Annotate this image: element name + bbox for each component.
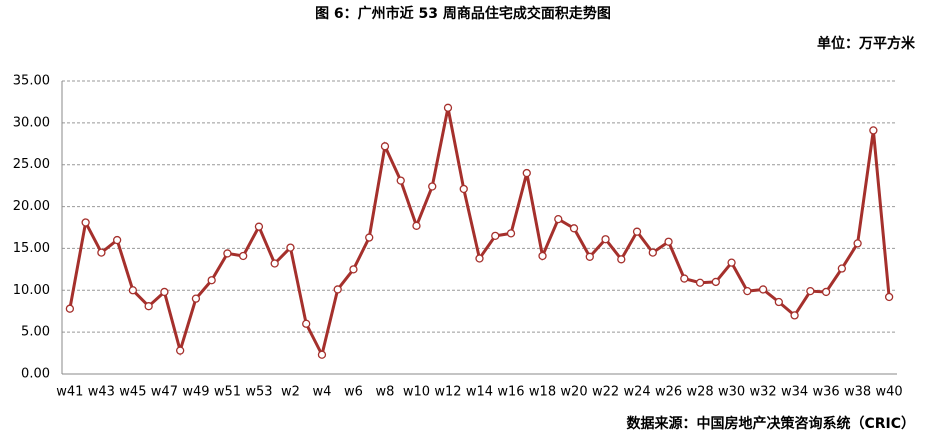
y-tick-label: 35.00: [13, 74, 50, 89]
data-point: [239, 251, 248, 261]
data-point: [837, 264, 847, 273]
data-point: [270, 259, 279, 268]
data-point: [506, 229, 516, 238]
data-point: [790, 311, 799, 320]
data-point: [632, 227, 642, 236]
data-point: [806, 286, 815, 296]
x-tick-label: w36: [813, 385, 840, 400]
data-point: [317, 350, 327, 359]
data-point: [428, 182, 437, 191]
data-point: [286, 243, 295, 252]
y-tick-label: 5.00: [21, 325, 50, 340]
x-tick-label: w40: [876, 385, 903, 400]
x-tick-label: w26: [655, 385, 682, 400]
x-tick-label: w49: [182, 385, 209, 400]
y-tick-label: 30.00: [13, 115, 50, 130]
data-point: [459, 184, 468, 194]
x-tick-label: w20: [560, 385, 587, 400]
data-point: [617, 255, 626, 264]
data-point: [302, 319, 311, 328]
data-point: [774, 297, 783, 307]
data-point: [884, 292, 894, 302]
x-tick-label: w45: [119, 385, 146, 400]
chart-title: 图 6：广州市近 53 周商品住宅成交面积走势图: [315, 5, 611, 22]
data-point: [365, 233, 374, 242]
data-point: [475, 254, 484, 263]
x-tick-label: w10: [403, 385, 430, 400]
data-point: [128, 286, 138, 295]
data-point: [191, 294, 201, 303]
data-point: [81, 218, 90, 227]
data-point: [695, 278, 705, 287]
data-point: [664, 237, 673, 246]
data-point: [585, 252, 594, 261]
data-point: [569, 224, 579, 233]
data-point: [380, 142, 390, 151]
y-tick-label: 15.00: [13, 241, 50, 256]
data-point: [648, 248, 657, 257]
data-point: [869, 126, 878, 135]
x-tick-label: w4: [312, 385, 331, 400]
data-point: [65, 304, 75, 313]
data-point: [711, 277, 720, 287]
data-point: [758, 285, 768, 294]
data-point: [554, 214, 563, 224]
data-point: [396, 176, 405, 185]
x-tick-label: w47: [151, 385, 178, 400]
data-point: [176, 346, 185, 355]
data-point: [333, 285, 342, 294]
x-tick-label: w12: [434, 385, 461, 400]
source-note: 数据来源：中国房地产决策咨询系统（CRIC）: [626, 415, 915, 432]
x-tick-label: w41: [56, 385, 83, 400]
x-tick-label: w8: [376, 385, 395, 400]
x-tick-label: w38: [844, 385, 871, 400]
x-tick-label: w2: [281, 385, 300, 400]
x-tick-label: w32: [749, 385, 776, 400]
data-point: [443, 103, 453, 112]
data-point: [412, 221, 421, 230]
y-tick-label: 20.00: [13, 199, 50, 214]
x-tick-label: w14: [466, 385, 493, 400]
x-tick-label: w51: [214, 385, 241, 400]
data-point: [522, 168, 531, 178]
data-point: [349, 265, 358, 274]
y-tick-label: 25.00: [13, 157, 50, 172]
y-tick-label: 10.00: [13, 283, 50, 298]
x-tick-label: w30: [718, 385, 745, 400]
x-tick-label: w18: [529, 385, 556, 400]
unit-label: 单位：万平方米: [817, 35, 916, 52]
data-point: [538, 251, 547, 261]
data-point: [160, 287, 169, 297]
data-point: [743, 286, 752, 296]
x-tick-label: w28: [686, 385, 713, 400]
data-point: [601, 235, 610, 244]
x-tick-label: w6: [344, 385, 363, 400]
data-point: [491, 231, 500, 241]
data-point: [97, 248, 106, 257]
data-point: [144, 302, 153, 311]
y-tick-label: 0.00: [21, 367, 50, 382]
data-point: [680, 274, 689, 283]
x-tick-label: w16: [497, 385, 524, 400]
x-tick-label: w22: [592, 385, 619, 400]
data-line: [68, 107, 891, 360]
x-tick-label: w43: [88, 385, 115, 400]
data-point: [207, 276, 216, 285]
data-point: [821, 287, 831, 297]
x-tick-label: w34: [781, 385, 808, 400]
data-point: [254, 222, 264, 231]
x-tick-label: w53: [245, 385, 272, 400]
data-point: [853, 239, 862, 248]
data-point: [112, 235, 122, 245]
data-point: [727, 258, 736, 267]
data-point: [223, 249, 232, 258]
x-tick-label: w24: [623, 385, 650, 400]
